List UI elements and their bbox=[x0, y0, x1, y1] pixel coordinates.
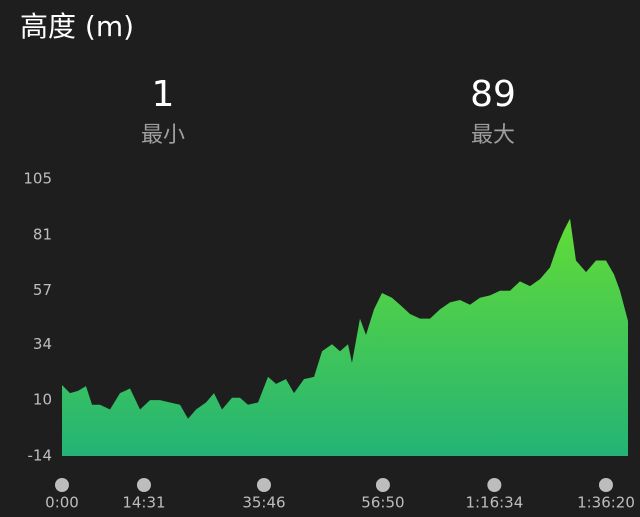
stat-label: 最大 bbox=[471, 123, 515, 148]
y-tick-label: 10 bbox=[33, 391, 52, 409]
x-tick-label: 1:16:34 bbox=[465, 494, 523, 512]
stat-label: 最小 bbox=[141, 123, 185, 148]
x-tick-label: 1:36:20 bbox=[577, 494, 635, 512]
x-tick-dot bbox=[375, 478, 390, 492]
x-tick-dot bbox=[55, 478, 69, 492]
chart-title: 高度 (m) bbox=[20, 10, 134, 43]
x-tick-dot bbox=[598, 478, 613, 492]
y-tick-label: 57 bbox=[33, 281, 52, 299]
stat-value: 89 bbox=[470, 74, 516, 115]
stat-value: 1 bbox=[152, 74, 175, 115]
area bbox=[62, 218, 628, 456]
x-tick-label: 14:31 bbox=[122, 494, 165, 512]
x-tick-label: 56:50 bbox=[361, 494, 404, 512]
x-tick-dot bbox=[487, 478, 502, 492]
x-tick-dot bbox=[136, 478, 151, 492]
y-tick-label: 105 bbox=[23, 170, 52, 188]
y-tick-label: 81 bbox=[33, 225, 52, 243]
x-tick-label: 0:00 bbox=[45, 494, 79, 512]
x-tick-label: 35:46 bbox=[242, 494, 285, 512]
y-tick-label: 34 bbox=[33, 335, 52, 353]
y-tick-label: -14 bbox=[28, 447, 53, 465]
x-tick-dot bbox=[256, 478, 271, 492]
